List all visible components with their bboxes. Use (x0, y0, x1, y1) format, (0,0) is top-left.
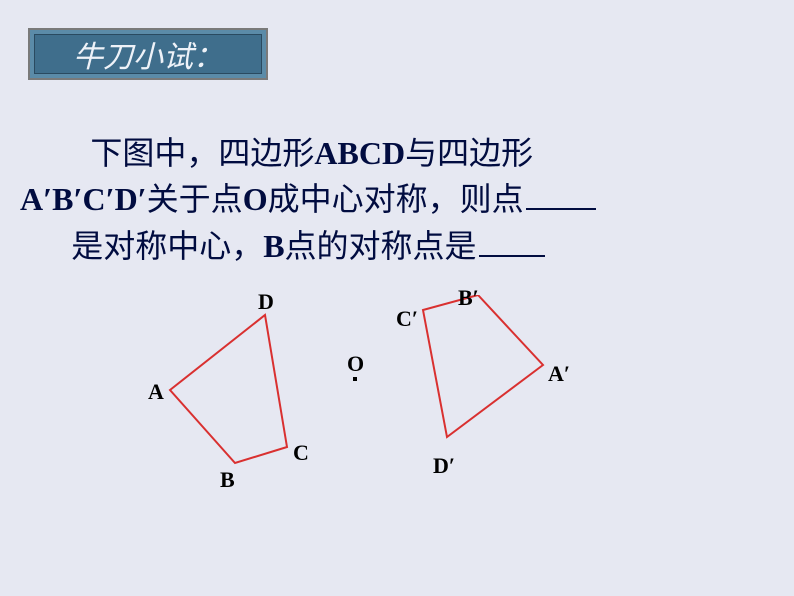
title-box: 牛刀小试： (28, 28, 268, 80)
label-b-prime: B′ (458, 285, 479, 311)
label-a: A (148, 379, 164, 405)
label-c: C (293, 440, 309, 466)
blank-1 (526, 180, 596, 210)
geometry-diagram: A B C D A′ B′ C′ D′ O (140, 295, 660, 575)
o-letter: O (243, 181, 268, 217)
text-part: 关于点 (147, 181, 243, 217)
center-dot (353, 377, 357, 381)
b-letter: B (263, 228, 284, 264)
diagram-svg (140, 295, 660, 575)
text-part: 下图中，四边形 (90, 135, 314, 171)
text-part: 与四边形 (405, 135, 533, 171)
label-c-prime: C′ (396, 306, 418, 332)
quad-abcd (170, 315, 287, 463)
text-part: 成中心对称，则点 (268, 181, 524, 217)
abcd-prime: A′B′C′D′ (20, 181, 147, 217)
label-d: D (258, 289, 274, 315)
label-d-prime: D′ (433, 453, 455, 479)
label-o: O (347, 351, 364, 377)
text-part: 点的对称点是 (285, 228, 477, 264)
quad-abcd-prime (423, 295, 543, 437)
label-a-prime: A′ (548, 361, 570, 387)
label-b: B (220, 467, 235, 493)
text-part: 是对称中心， (71, 228, 263, 264)
question-text: 下图中，四边形ABCD与四边形 A′B′C′D′关于点O成中心对称，则点 是对称… (20, 130, 774, 269)
title-text: 牛刀小试： (73, 32, 223, 76)
abcd: ABCD (314, 135, 405, 171)
blank-2 (479, 226, 545, 256)
